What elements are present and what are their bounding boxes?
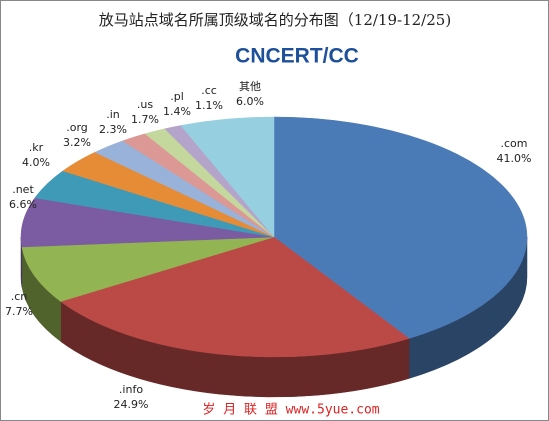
data-label-name: .cc	[201, 84, 217, 97]
data-label-name: .in	[106, 108, 120, 121]
data-label-name: .net	[12, 183, 34, 196]
data-label-value: 1.4%	[163, 105, 191, 118]
slice	[180, 116, 275, 238]
chart-title: 放马站点域名所属顶级域名的分布图（12/19-12/25)	[99, 11, 451, 29]
data-label-value: 6.0%	[236, 95, 264, 108]
data-label-value: 7.7%	[5, 305, 33, 318]
data-label-name: .us	[137, 98, 153, 111]
data-label-name: .org	[66, 121, 88, 134]
data-label-value: 3.2%	[63, 136, 91, 149]
data-label-value: 6.6%	[9, 198, 37, 211]
logo: CNCERT/CC	[235, 45, 359, 68]
slice	[60, 236, 410, 358]
watermark: 岁 月 联 盟 www.5yue.com	[202, 403, 379, 418]
data-label-name: .com	[501, 137, 528, 150]
data-label-value: 1.7%	[131, 113, 159, 126]
data-label-name: .pl	[170, 90, 184, 103]
data-label-value: 24.9%	[114, 398, 149, 411]
slice	[21, 236, 275, 302]
data-label-name: .cn	[11, 290, 28, 303]
data-label-value: 41.0%	[497, 152, 532, 165]
data-label-name: .info	[119, 383, 143, 396]
data-label-value: 4.0%	[22, 156, 50, 169]
slice	[273, 116, 528, 339]
data-label-name: 其他	[239, 80, 261, 93]
data-label-value: 2.3%	[99, 123, 127, 136]
data-label-value: 1.1%	[195, 99, 223, 112]
data-label-name: .kr	[29, 141, 44, 154]
